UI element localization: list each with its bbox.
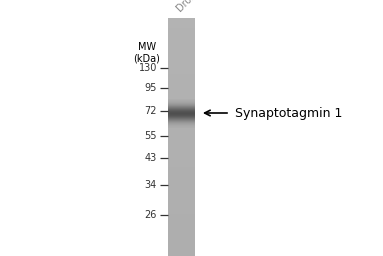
Text: Drosophila brain: Drosophila brain [175, 0, 239, 14]
Text: 72: 72 [144, 106, 157, 116]
Text: MW
(kDa): MW (kDa) [134, 42, 160, 63]
Text: 95: 95 [145, 83, 157, 93]
Text: 130: 130 [139, 63, 157, 73]
Text: 26: 26 [145, 210, 157, 220]
Text: 43: 43 [145, 153, 157, 163]
Text: 55: 55 [144, 131, 157, 141]
Text: 34: 34 [145, 180, 157, 190]
Text: Synaptotagmin 1: Synaptotagmin 1 [235, 106, 342, 120]
